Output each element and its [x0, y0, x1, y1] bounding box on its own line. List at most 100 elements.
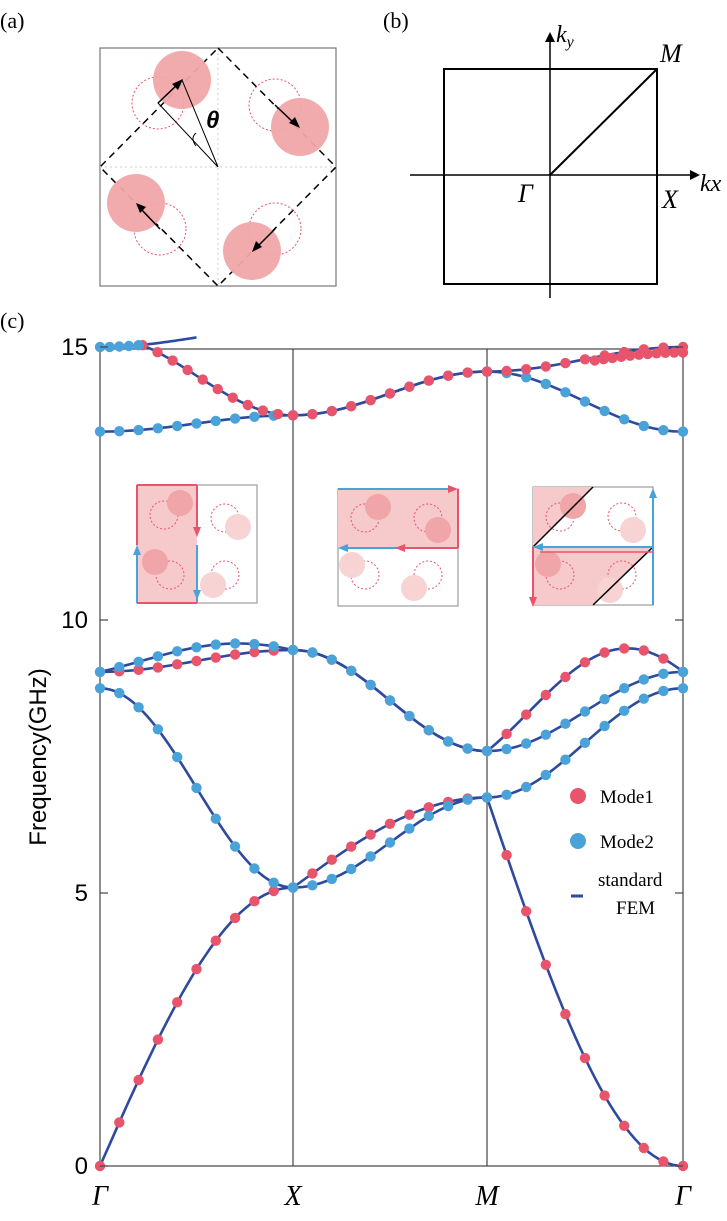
mode2-point: [540, 729, 551, 740]
mode2-point: [191, 642, 202, 653]
mode2-point: [677, 683, 689, 694]
fem-curves: [98, 336, 684, 1168]
mode2-point: [104, 341, 115, 353]
mode2-point: [638, 420, 649, 432]
mode2-point: [94, 683, 106, 694]
mode1-point: [210, 652, 221, 663]
mode1-point: [501, 365, 512, 377]
mode2-point: [560, 754, 571, 765]
mode1-point: [560, 671, 571, 683]
mode1-point: [619, 643, 630, 654]
mode2-point: [443, 736, 454, 747]
mode2-point: [638, 693, 649, 704]
mode1-point: [152, 662, 164, 673]
mode2-point: [114, 341, 125, 352]
mode1-point: [599, 647, 610, 658]
mode1-point: [589, 355, 600, 366]
mode1-point: [272, 408, 284, 420]
mode1-point: [249, 646, 260, 658]
mode2-point: [658, 425, 669, 436]
mode2-point: [423, 810, 434, 822]
mode2-point: [346, 665, 357, 676]
mode2-point: [346, 863, 357, 875]
mode1-point: [307, 409, 318, 420]
fem-curve-segment: [98, 886, 294, 1167]
mode1-point: [481, 366, 493, 377]
mode1-point: [229, 649, 241, 660]
x-tick-label: Γ: [91, 1181, 109, 1212]
mode2-point: [443, 800, 454, 812]
gamma-point-label: Γ: [517, 179, 534, 208]
mode1-point: [227, 392, 238, 403]
mode2-point: [404, 710, 415, 722]
x-point-label: X: [661, 185, 679, 214]
mode1-point: [133, 1074, 144, 1086]
mode1-point: [540, 959, 551, 970]
mode1-point: [404, 809, 415, 820]
mode2-point: [521, 738, 532, 749]
mode1-point: [599, 1090, 610, 1101]
mode1-point: [229, 912, 241, 924]
mode1-point: [501, 728, 512, 740]
mode1-point: [257, 405, 269, 416]
mode1-point: [172, 659, 183, 670]
mode2-point: [677, 666, 689, 678]
mode2-point: [638, 674, 649, 685]
mode1-point: [268, 885, 279, 897]
mode2-point: [384, 837, 396, 848]
mode2-point: [521, 781, 532, 793]
mode2-point: [384, 695, 396, 706]
mode2-point: [481, 792, 493, 803]
panel-label-a: (a): [0, 8, 24, 33]
mode1-point: [560, 1008, 571, 1020]
mode1-point: [607, 352, 618, 364]
mode1-point: [579, 354, 591, 365]
x-tick-label: Γ: [674, 1181, 692, 1212]
mode1-point: [669, 347, 680, 358]
mode1-point: [152, 1034, 164, 1045]
y-ticks: 0 5 10 15: [61, 334, 683, 1180]
mode1-point: [501, 849, 512, 861]
mode1-point: [633, 349, 645, 360]
mode2-point: [191, 782, 202, 794]
legend-mode2-marker: [570, 833, 586, 849]
mode1-point: [326, 854, 337, 865]
mode2-point: [619, 414, 630, 425]
mode2-point: [579, 706, 591, 717]
mode1-point: [642, 348, 653, 360]
mode1-point: [242, 399, 253, 411]
mode1-point: [540, 689, 551, 701]
panel-label-c: (c): [0, 308, 24, 333]
mode2-point: [599, 405, 610, 417]
legend: Mode1 Mode2 standard FEM: [570, 787, 663, 919]
y-tick-label: 5: [75, 880, 88, 907]
mode2-point: [579, 737, 591, 748]
mode1-point: [638, 645, 649, 656]
mode2-point: [560, 387, 571, 398]
mode2-point: [249, 411, 260, 422]
mode2-point: [152, 651, 164, 662]
mode1-point: [560, 357, 571, 369]
mode2-point: [326, 873, 337, 885]
ky-label: ky: [556, 22, 575, 51]
mode1-point: [521, 709, 532, 720]
m-point-label: M: [659, 39, 683, 68]
mode1-point: [521, 364, 532, 375]
mode2-point: [191, 418, 202, 429]
x-tick-label: M: [474, 1181, 500, 1212]
mode2-point: [210, 415, 221, 427]
mode2-point: [172, 646, 183, 657]
inset-x-m-mode: [337, 485, 459, 607]
mode2-point: [365, 851, 376, 862]
mode2-point: [114, 661, 125, 673]
mode2-point: [133, 424, 144, 436]
mode2-point: [307, 647, 318, 658]
legend-mode2-label: Mode2: [600, 832, 654, 853]
mode2-point: [94, 426, 106, 437]
mode2-point: [462, 794, 473, 805]
mode1-point: [579, 1052, 591, 1064]
mode2-point: [501, 743, 512, 755]
mode1-point: [658, 653, 669, 664]
mode2-point: [540, 378, 551, 390]
mode-points: [94, 340, 689, 1172]
